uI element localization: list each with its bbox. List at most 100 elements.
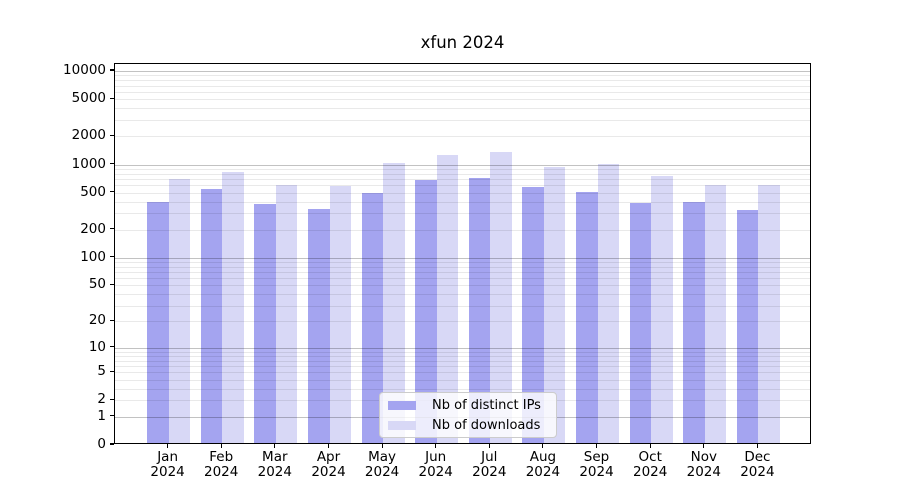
bar-distinct-ips-oct [629, 203, 652, 443]
y-tick-mark [110, 443, 114, 445]
gridline-minor [115, 351, 810, 353]
x-tick-mark [756, 444, 758, 448]
y-tick-label: 500 [80, 183, 106, 200]
y-tick-label: 100 [80, 248, 106, 265]
gridline-minor [115, 85, 810, 87]
month-label: Jan [157, 449, 178, 465]
bar-downloads-nov [704, 184, 727, 443]
legend-label-distinct-ips: Nb of distinct IPs [432, 397, 541, 413]
gridline-minor [115, 178, 810, 180]
year-label: 2024 [150, 464, 185, 480]
year-label: 2024 [740, 464, 775, 480]
y-tick-label: 0 [97, 436, 106, 452]
x-tick-mark [435, 444, 437, 448]
y-tick-label: 5000 [71, 90, 106, 107]
y-tick-label: 10000 [63, 62, 106, 78]
gridline-minor [115, 271, 810, 273]
bar-distinct-ips-apr [308, 208, 330, 443]
month-label: Oct [638, 449, 662, 465]
legend: Nb of distinct IPs Nb of downloads [379, 392, 557, 438]
y-tick-label: 2 [97, 391, 106, 408]
y-tick-label: 20 [88, 312, 106, 329]
gridline-minor [115, 229, 810, 231]
gridline-minor [115, 80, 810, 82]
bar-distinct-ips-jul [468, 177, 491, 443]
gridline-minor [115, 119, 810, 121]
gridline-minor [115, 91, 810, 93]
gridline-minor [115, 99, 810, 101]
x-tick-label: Mar 2024 [243, 450, 307, 480]
y-tick-mark [110, 134, 114, 136]
y-tick-label: 10 [88, 338, 106, 355]
gridline-minor [115, 305, 810, 307]
gridline-minor [115, 201, 810, 203]
bar-downloads-jun [436, 154, 459, 443]
gridline-minor [115, 278, 810, 280]
month-label: Feb [209, 449, 234, 465]
x-tick-label: Aug 2024 [511, 450, 575, 480]
x-tick-label: Nov 2024 [672, 450, 736, 480]
y-tick-label: 2000 [71, 127, 106, 144]
bar-distinct-ips-jan [147, 201, 169, 443]
month-label: Jun [425, 449, 447, 465]
y-tick-mark [110, 191, 114, 193]
legend-row-downloads: Nb of downloads [380, 417, 556, 433]
gridline-major [115, 347, 810, 349]
legend-swatch-distinct-ips [388, 400, 416, 410]
x-tick-label: Jul 2024 [457, 450, 521, 480]
x-tick-label: Apr 2024 [297, 450, 361, 480]
gridline-minor [115, 261, 810, 263]
year-label: 2024 [364, 464, 400, 480]
year-label: 2024 [525, 464, 561, 480]
y-tick-label: 1000 [71, 155, 106, 172]
month-label: Aug [529, 449, 557, 465]
y-tick-label: 5 [97, 363, 106, 380]
bar-distinct-ips-sep [576, 192, 598, 443]
bar-distinct-ips-mar [254, 203, 276, 443]
bar-distinct-ips-nov [683, 201, 705, 443]
x-tick-mark [649, 444, 651, 448]
y-tick-label: 1 [97, 407, 106, 424]
x-tick-mark [274, 444, 276, 448]
y-tick-mark [110, 370, 114, 372]
gridline-minor [115, 266, 810, 268]
bar-distinct-ips-feb [200, 189, 223, 443]
month-label: Sep [583, 449, 610, 465]
plot-area [114, 63, 811, 444]
x-tick-label: Jan 2024 [136, 450, 200, 480]
y-tick-mark [110, 69, 114, 71]
year-label: 2024 [686, 464, 721, 480]
x-tick-mark [220, 444, 222, 448]
gridline-minor [115, 285, 810, 287]
year-label: 2024 [579, 464, 614, 480]
bar-distinct-ips-jun [415, 179, 437, 443]
month-label: Nov [690, 449, 717, 465]
year-label: 2024 [472, 464, 507, 480]
y-tick-label: 50 [88, 276, 106, 293]
y-tick-mark [110, 283, 114, 285]
x-tick-label: Sep 2024 [565, 450, 629, 480]
year-label: 2024 [257, 464, 292, 480]
x-tick-label: Oct 2024 [618, 450, 682, 480]
gridline-minor [115, 108, 810, 110]
bar-downloads-apr [329, 186, 351, 443]
y-tick-mark [110, 228, 114, 230]
month-label: Apr [316, 449, 341, 465]
gridline-minor [115, 372, 810, 374]
bar-downloads-feb [222, 172, 244, 443]
x-tick-label: Jun 2024 [404, 450, 468, 480]
x-tick-mark [542, 444, 544, 448]
year-label: 2024 [633, 464, 668, 480]
x-tick-mark [381, 444, 383, 448]
x-tick-mark [488, 444, 490, 448]
x-tick-mark [703, 444, 705, 448]
x-tick-mark [327, 444, 330, 448]
x-tick-label: May 2024 [350, 450, 414, 480]
legend-swatch-downloads [388, 420, 416, 430]
gridline-minor [115, 366, 810, 367]
gridline-minor [115, 355, 810, 357]
gridline-minor [115, 75, 810, 77]
bar-downloads-may [383, 163, 405, 443]
bar-downloads-jul [490, 151, 512, 443]
